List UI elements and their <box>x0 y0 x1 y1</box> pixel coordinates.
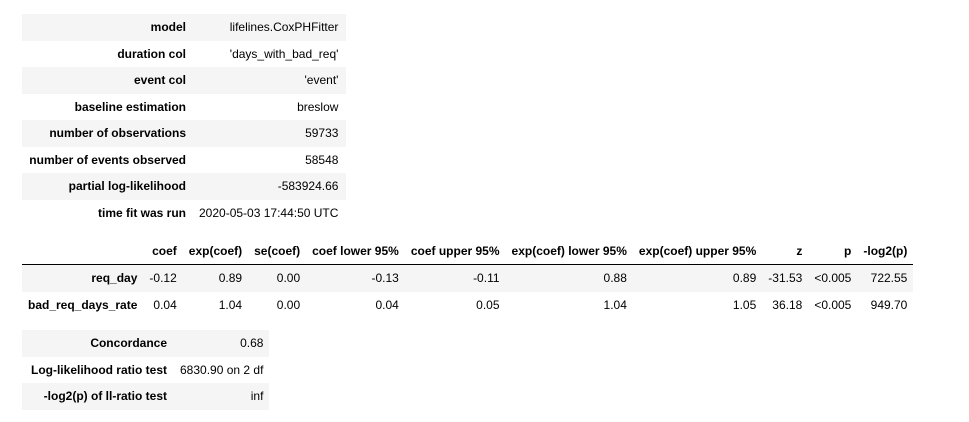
table-cell: 1.04 <box>603 297 627 312</box>
test-row: Concordance 0.68 <box>22 330 270 357</box>
table-cell: 0.89 <box>218 271 243 286</box>
column-header: exp(coef) <box>182 238 249 265</box>
table-cell: 0.88 <box>603 271 627 286</box>
table-cell: 0.04 <box>375 297 399 312</box>
summary-row: model lifelines.CoxPHFitter <box>22 14 347 41</box>
coefficients-table: coef exp(coef) se(coef) coef lower 95% c… <box>22 238 914 319</box>
summary-label: number of observations <box>49 126 186 141</box>
model-tests-table: Concordance 0.68 Log-likelihood ratio te… <box>22 330 270 410</box>
summary-row: partial log-likelihood -583924.66 <box>22 173 347 200</box>
summary-label: partial log-likelihood <box>68 179 186 194</box>
summary-value: -583924.66 <box>277 179 339 194</box>
table-cell: <0.005 <box>814 271 852 286</box>
summary-row: duration col 'days_with_bad_req' <box>22 41 346 68</box>
table-cell: 0.05 <box>476 297 500 312</box>
test-value: 6830.90 on 2 df <box>180 362 264 377</box>
summary-value: 59733 <box>305 126 339 141</box>
coefficients-header-row: coef exp(coef) se(coef) coef lower 95% c… <box>22 238 914 265</box>
summary-label: model <box>150 20 186 35</box>
summary-row: number of events observed 58548 <box>22 147 346 174</box>
table-cell: 1.04 <box>218 297 243 312</box>
table-cell: 0.00 <box>276 297 301 312</box>
summary-row: time fit was run 2020-05-03 17:44:50 UTC <box>22 200 346 227</box>
test-row: Log-likelihood ratio test 6830.90 on 2 d… <box>22 357 269 384</box>
column-header: -log2(p) <box>857 238 914 265</box>
summary-value: 'event' <box>304 73 339 88</box>
column-header: exp(coef) upper 95% <box>632 238 763 265</box>
column-header: exp(coef) lower 95% <box>505 238 633 265</box>
summary-value: 'days_with_bad_req' <box>229 46 339 61</box>
table-cell: 722.55 <box>870 271 908 286</box>
summary-value: breslow <box>297 99 339 114</box>
column-header: coef <box>143 238 183 265</box>
table-cell: <0.005 <box>814 297 852 312</box>
model-summary-table: model lifelines.CoxPHFitter duration col… <box>22 14 347 227</box>
column-header: p <box>808 238 858 265</box>
summary-row: number of observations 59733 <box>22 120 347 147</box>
table-cell: -0.13 <box>371 271 399 286</box>
summary-row: baseline estimation breslow <box>22 94 346 121</box>
summary-value: 2020-05-03 17:44:50 UTC <box>199 205 339 220</box>
table-cell: -0.12 <box>149 271 177 286</box>
summary-value: 58548 <box>305 152 339 167</box>
summary-label: number of events observed <box>29 152 186 167</box>
test-label: -log2(p) of ll-ratio test <box>43 389 167 404</box>
column-header: z <box>762 238 809 265</box>
table-row: req_day -0.12 0.89 0.00 -0.13 -0.11 0.88… <box>22 264 914 292</box>
table-cell: 0.89 <box>732 271 757 286</box>
test-label: Log-likelihood ratio test <box>30 362 167 377</box>
row-label: bad_req_days_rate <box>28 297 138 312</box>
table-cell: 0.04 <box>153 297 177 312</box>
test-value: 0.68 <box>240 336 264 351</box>
summary-value: lifelines.CoxPHFitter <box>229 20 339 35</box>
table-cell: 949.70 <box>870 297 908 312</box>
table-cell: 0.00 <box>276 271 301 286</box>
summary-label: time fit was run <box>97 205 186 220</box>
table-cell: 1.05 <box>732 297 757 312</box>
test-value: inf <box>250 389 264 404</box>
summary-label: baseline estimation <box>74 99 186 114</box>
table-row: bad_req_days_rate 0.04 1.04 0.00 0.04 0.… <box>22 292 913 319</box>
row-label: req_day <box>91 271 138 286</box>
table-cell: -0.11 <box>473 271 500 286</box>
table-cell: -31.53 <box>768 271 803 286</box>
summary-label: duration col <box>117 46 186 61</box>
column-header: se(coef) <box>248 238 307 265</box>
table-cell: 36.18 <box>772 297 803 312</box>
column-header: coef lower 95% <box>306 238 405 265</box>
test-row: -log2(p) of ll-ratio test inf <box>22 383 270 410</box>
summary-label: event col <box>133 73 186 88</box>
test-label: Concordance <box>90 336 167 351</box>
summary-row: event col 'event' <box>22 67 347 94</box>
column-header: coef upper 95% <box>404 238 506 265</box>
column-header <box>22 238 144 265</box>
